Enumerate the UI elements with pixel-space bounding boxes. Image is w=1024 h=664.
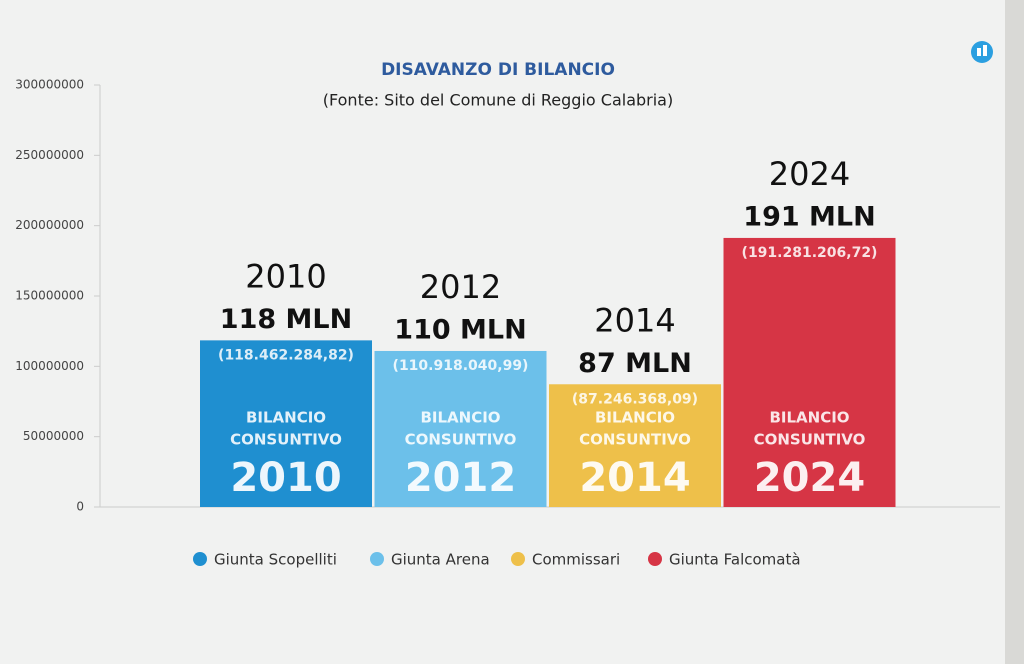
- value-label: 110 MLN: [394, 314, 526, 345]
- y-tick-label: 100000000: [15, 359, 84, 373]
- legend-marker: [370, 552, 384, 566]
- legend-marker: [648, 552, 662, 566]
- legend-marker: [511, 552, 525, 566]
- y-tick-label: 300000000: [15, 78, 84, 92]
- value-label: 118 MLN: [220, 304, 352, 335]
- y-tick-label: 150000000: [15, 289, 84, 303]
- exact-label: (191.281.206,72): [742, 245, 878, 261]
- exact-label: (87.246.368,09): [572, 391, 698, 407]
- bar: [549, 384, 721, 507]
- bar-year: 2024: [769, 155, 850, 193]
- bar-caption: CONSUNTIVO: [579, 431, 691, 449]
- bar-caption: BILANCIO: [595, 409, 675, 427]
- bar-caption-year: 2012: [405, 455, 516, 501]
- bar-year: 2014: [594, 301, 675, 339]
- legend-label: Commissari: [532, 551, 620, 569]
- bar: [200, 340, 372, 507]
- bar-caption: CONSUNTIVO: [754, 431, 866, 449]
- legend-label: Giunta Falcomatà: [669, 551, 801, 569]
- legend-label: Giunta Scopelliti: [214, 551, 337, 569]
- bar: [374, 350, 547, 507]
- bar-year: 2010: [245, 257, 326, 295]
- chart-icon[interactable]: [971, 41, 993, 63]
- bar-caption-year: 2024: [754, 455, 865, 501]
- y-tick-label: 200000000: [15, 218, 84, 232]
- bar-caption: BILANCIO: [420, 409, 500, 427]
- y-tick-label: 250000000: [15, 148, 84, 162]
- bar-caption: CONSUNTIVO: [405, 431, 517, 449]
- bar-caption-year: 2010: [230, 455, 341, 501]
- bar-caption-year: 2014: [579, 455, 690, 501]
- bar: [723, 237, 896, 508]
- bar-caption: CONSUNTIVO: [230, 431, 342, 449]
- chart-icon-glyph: [977, 48, 981, 56]
- page-edge: [1005, 0, 1024, 664]
- value-label: 87 MLN: [578, 348, 692, 379]
- bar-caption: BILANCIO: [246, 409, 326, 427]
- bar-year: 2012: [420, 268, 501, 306]
- y-tick-label: 50000000: [23, 429, 84, 443]
- value-label: 191 MLN: [743, 201, 875, 232]
- legend-marker: [193, 552, 207, 566]
- chart-title: DISAVANZO DI BILANCIO: [381, 60, 615, 80]
- exact-label: (110.918.040,99): [393, 358, 529, 374]
- bar-caption: BILANCIO: [769, 409, 849, 427]
- chart-subtitle: (Fonte: Sito del Comune di Reggio Calabr…: [323, 91, 673, 110]
- exact-label: (118.462.284,82): [218, 347, 354, 363]
- chart-icon-glyph: [983, 45, 987, 56]
- y-tick-label: 0: [76, 500, 84, 514]
- legend-label: Giunta Arena: [391, 551, 490, 569]
